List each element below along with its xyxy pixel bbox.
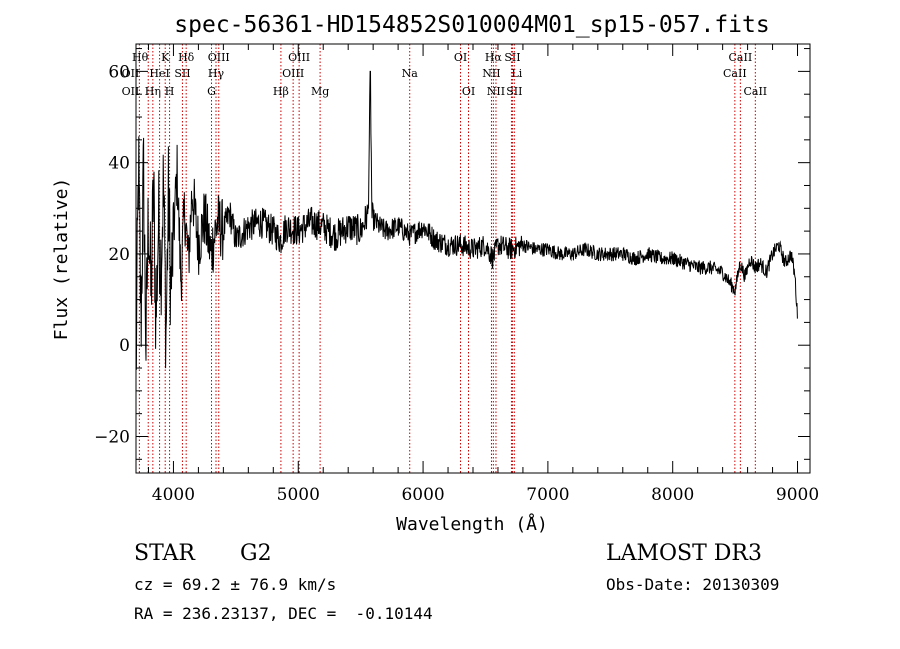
spectral-line-label: OI [454,51,467,64]
spectrum-layer [135,70,798,370]
spectral-line-label: Hβ [273,85,289,98]
spectral-line-label: Hθ [132,51,149,64]
spectral-line-label: HeI [149,67,169,80]
object-type-label: STAR [134,541,196,566]
spectral-line-label: Li [511,67,522,80]
spectral-line-label: SII [174,67,190,80]
spectral-line-label: OIII [288,51,310,64]
spectral-line-label: G [207,85,216,98]
survey-label: LAMOST DR3 [606,541,762,566]
spectral-line-label: CaII [729,51,753,64]
subclass-label: G2 [240,541,272,566]
spectrum-line [135,70,798,370]
spectral-line-label: OIII [208,51,230,64]
spectral-line-label: K [161,51,170,64]
y-tick-label: 20 [108,245,130,265]
x-tick-label: 9000 [776,485,819,505]
x-axis-label: Wavelength (Å) [396,513,548,535]
spectral-line-label: Hγ [208,67,225,80]
axes-layer: 4000 5000 6000 7000 8000 9000 −20 0 20 40 60 [94,44,819,505]
spectral-line-label: OI [462,85,475,98]
spectral-line-label: SII [504,51,520,64]
x-tick-label: 7000 [526,485,569,505]
x-tick-label: 6000 [401,485,444,505]
spectral-line-label: NII [482,67,500,80]
spectral-line-label: OII [122,67,140,80]
redshift-text: cz = 69.2 ± 76.9 km/s [134,575,336,594]
spectral-line-label: Na [402,67,419,80]
spectral-line-label: H [165,85,175,98]
y-tick-label: 40 [108,154,130,174]
x-tick-label: 8000 [651,485,694,505]
spectral-line-label: Mg [311,85,329,98]
spectral-line-label: Hη [145,85,161,98]
spectral-line-label: OIII [282,67,304,80]
plot-frame [135,43,811,474]
spectral-line-label: CaII [743,85,767,98]
y-tick-label: −20 [94,427,130,447]
spectral-line-label: CaII [723,67,747,80]
x-tick-label: 5000 [277,485,320,505]
spectral-line-label: NII [487,85,505,98]
y-tick-label: 0 [119,336,130,356]
spectral-line-label: OII [122,85,140,98]
x-tick-label: 4000 [152,485,195,505]
y-axis-label: Flux (relative) [51,178,72,341]
chart-title: spec-56361-HD154852S010004M01_sp15-057.f… [174,12,769,38]
line-marker-layer: Hθ OII OII Hη HeI K H SII Hδ OIII Hγ G Hβ OIII OIII Mg N… [122,44,767,473]
spectral-line-label: Hα [485,51,503,64]
spectral-line-label: Hδ [178,51,195,64]
coordinates-text: RA = 236.23137, DEC = -0.10144 [134,604,433,623]
y-tick-label: 60 [108,62,130,82]
spectral-line-label: SII [506,85,522,98]
obs-date-text: Obs-Date: 20130309 [606,575,779,594]
